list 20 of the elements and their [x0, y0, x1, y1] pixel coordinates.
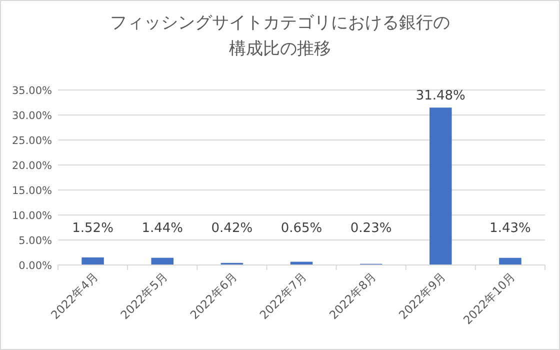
y-tick-label: 15.00% — [12, 185, 52, 197]
y-tick-label: 0.00% — [18, 260, 52, 272]
bar — [499, 258, 522, 265]
y-tick-label: 10.00% — [12, 210, 52, 222]
data-label: 1.43% — [490, 221, 531, 236]
data-label: 1.44% — [142, 221, 184, 236]
chart-title: フィッシングサイトカテゴリにおける銀行の構成比の推移 — [110, 12, 450, 61]
bar — [82, 257, 104, 265]
y-tick-label: 30.00% — [12, 110, 52, 122]
y-tick-label: 20.00% — [12, 160, 52, 172]
bar — [430, 108, 452, 265]
data-label: 0.65% — [280, 221, 322, 236]
data-label: 0.23% — [350, 221, 392, 236]
y-tick-label: 25.00% — [12, 135, 52, 147]
data-label: 1.52% — [72, 221, 114, 236]
bar — [151, 258, 174, 265]
y-tick-label: 35.00% — [12, 85, 52, 97]
y-tick-label: 5.00% — [18, 235, 52, 247]
data-label: 0.42% — [211, 221, 253, 236]
data-label: 31.48% — [416, 88, 466, 104]
